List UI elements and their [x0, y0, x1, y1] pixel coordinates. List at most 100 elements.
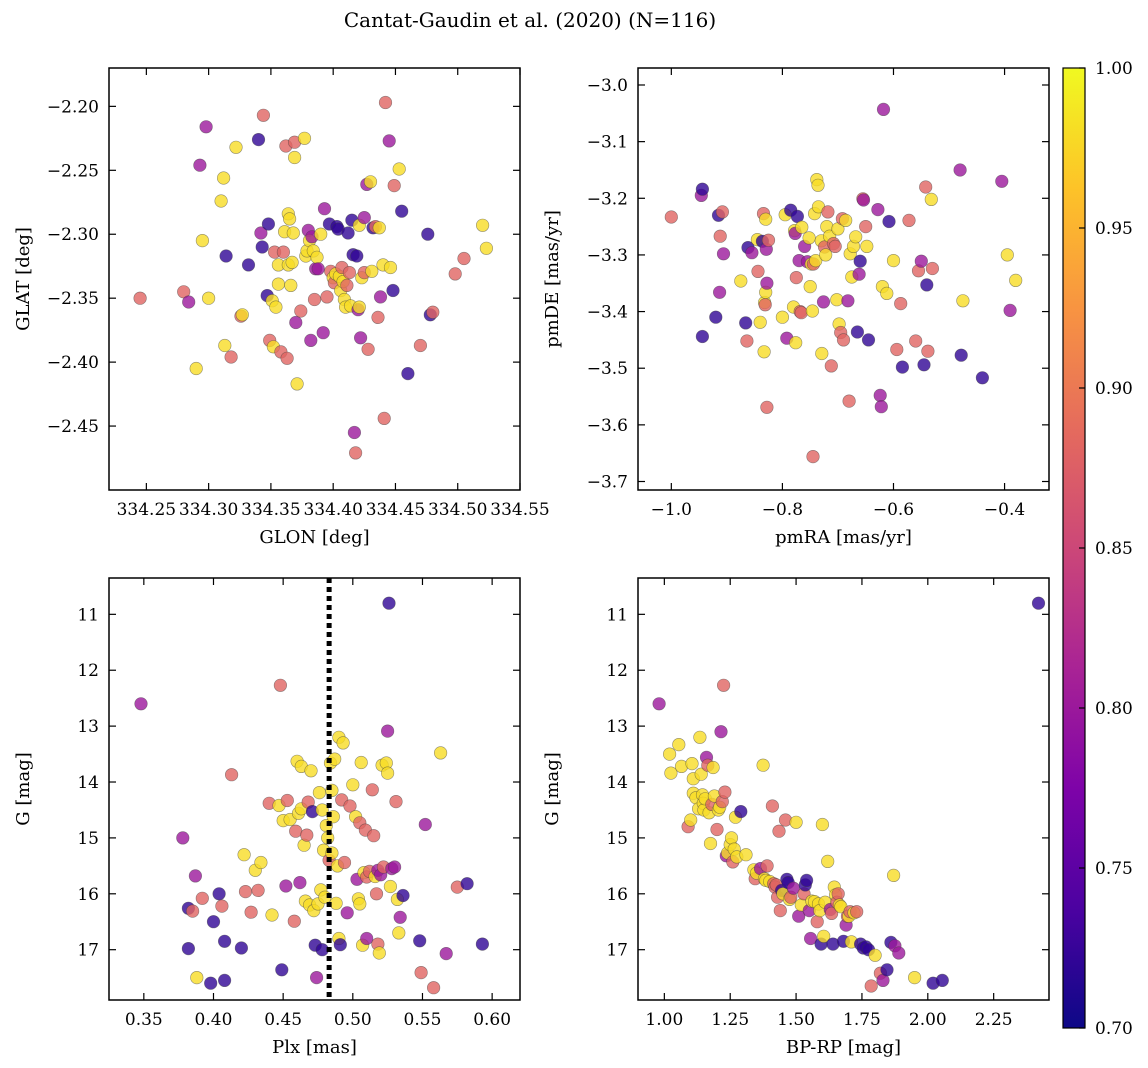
data-point: [772, 824, 786, 838]
data-point: [810, 915, 824, 929]
data-point: [876, 102, 891, 116]
data-point: [715, 205, 730, 219]
data-point: [751, 264, 765, 279]
x-tick-label: 334.50: [428, 500, 487, 520]
x-tick-label: 334.40: [303, 500, 362, 520]
x-tick-label: 334.30: [179, 500, 238, 520]
data-point: [234, 941, 248, 955]
data-point: [709, 310, 723, 324]
data-point: [182, 295, 196, 309]
data-point: [218, 973, 232, 988]
y-tick-label: 14: [77, 773, 99, 793]
data-point: [317, 202, 332, 216]
x-axis-label: BP-RP [mag]: [786, 1037, 901, 1058]
x-tick-label: 1.25: [711, 1010, 749, 1030]
data-point: [289, 824, 303, 838]
data-point: [819, 248, 833, 262]
x-tick-label: −0.4: [984, 500, 1025, 520]
data-point: [275, 963, 289, 977]
data-point: [694, 767, 708, 781]
data-point: [917, 358, 931, 372]
data-point: [254, 855, 268, 870]
data-point: [357, 211, 371, 225]
data-point: [803, 280, 817, 294]
data-point: [815, 346, 829, 361]
data-point: [824, 906, 839, 921]
colorbar-tick-label: 0.85: [1095, 539, 1133, 559]
scatter-points: [133, 95, 494, 460]
scatter-points: [134, 596, 490, 995]
scatter-points: [664, 102, 1023, 464]
y-tick-label: 12: [606, 661, 628, 681]
data-point: [381, 724, 395, 738]
data-point: [206, 915, 221, 929]
data-point: [894, 297, 908, 311]
data-point: [382, 134, 396, 148]
x-axis-label: Plx [mas]: [272, 1037, 357, 1058]
data-point: [920, 278, 934, 292]
data-point: [333, 938, 347, 952]
data-point: [283, 212, 297, 226]
data-point: [739, 316, 753, 330]
data-point: [395, 204, 409, 218]
data-point: [315, 943, 329, 957]
data-point: [760, 276, 774, 290]
y-axis-label: G [mag]: [542, 752, 563, 825]
data-point: [383, 879, 398, 894]
data-point: [133, 291, 147, 305]
x-tick-label: 1.50: [777, 1010, 815, 1030]
data-point: [386, 283, 400, 298]
data-point: [304, 764, 318, 778]
data-point: [354, 331, 368, 345]
data-point: [176, 831, 190, 845]
data-point: [346, 778, 360, 792]
data-point: [765, 799, 780, 813]
data-point: [389, 794, 403, 809]
data-point: [760, 859, 774, 873]
data-point: [214, 194, 228, 208]
y-tick-label: −3.1: [587, 133, 628, 153]
data-point: [871, 203, 885, 217]
y-tick-label: 12: [77, 661, 99, 681]
data-point: [914, 254, 928, 268]
data-point: [734, 274, 748, 288]
x-tick-label: 0.50: [334, 1010, 372, 1030]
x-axis-label: pmRA [mas/yr]: [775, 527, 912, 548]
data-point: [340, 278, 354, 293]
data-point: [789, 815, 803, 829]
y-tick-label: 17: [77, 941, 99, 961]
data-point: [353, 897, 367, 911]
data-point: [1031, 596, 1046, 610]
colorbar-tick-label: 1.00: [1095, 59, 1133, 79]
data-point: [254, 226, 268, 240]
data-point: [849, 230, 863, 244]
data-point: [856, 193, 871, 207]
data-point: [805, 304, 820, 318]
colorbar-tick-label: 0.95: [1095, 219, 1133, 239]
data-point: [381, 766, 395, 780]
data-point: [273, 678, 288, 692]
data-point: [256, 108, 271, 122]
data-point: [995, 174, 1009, 188]
data-point: [861, 333, 876, 347]
data-point: [421, 227, 435, 241]
data-point: [310, 250, 324, 264]
y-tick-label: −3.3: [587, 246, 628, 266]
y-axis-label: G [mag]: [13, 752, 34, 825]
data-point: [134, 697, 148, 711]
data-point: [307, 292, 322, 307]
y-tick-label: −2.45: [47, 417, 99, 437]
data-point: [392, 926, 406, 940]
data-point: [873, 388, 887, 403]
data-point: [365, 264, 379, 278]
data-point: [284, 278, 298, 293]
y-tick-label: −3.5: [587, 359, 628, 379]
data-point: [761, 233, 776, 247]
data-point: [271, 277, 286, 291]
x-tick-label: 0.45: [264, 1010, 302, 1030]
data-point: [434, 746, 448, 760]
data-point: [350, 249, 364, 263]
data-point: [393, 910, 407, 924]
data-point: [902, 213, 916, 227]
data-point: [476, 218, 490, 232]
